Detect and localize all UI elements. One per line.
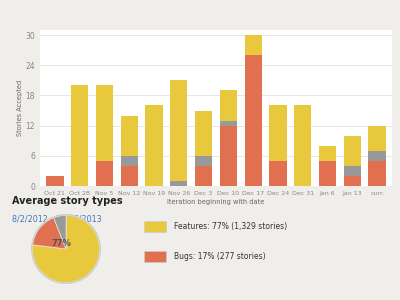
Bar <box>195 166 212 186</box>
Bar <box>170 80 188 181</box>
Bar <box>144 251 166 262</box>
Bar <box>368 161 386 186</box>
Bar <box>120 156 138 166</box>
Bar <box>344 136 361 166</box>
Bar <box>96 161 113 186</box>
Bar <box>344 166 361 176</box>
Bar <box>244 35 262 55</box>
Wedge shape <box>32 215 100 283</box>
Bar <box>46 176 64 186</box>
X-axis label: Iteration beginning with date: Iteration beginning with date <box>167 199 265 205</box>
Text: Bugs: 17% (277 stories): Bugs: 17% (277 stories) <box>174 252 266 261</box>
Bar <box>120 116 138 156</box>
Wedge shape <box>54 215 66 249</box>
Bar <box>368 151 386 161</box>
Y-axis label: Stories Accepted: Stories Accepted <box>17 80 23 136</box>
Bar <box>344 176 361 186</box>
Bar <box>269 161 287 186</box>
Bar <box>120 166 138 186</box>
Text: Features: 77% (1,329 stories): Features: 77% (1,329 stories) <box>174 222 287 231</box>
Bar <box>71 85 88 186</box>
Bar <box>96 85 113 161</box>
Bar <box>319 161 336 186</box>
Bar <box>170 181 188 186</box>
Bar <box>294 106 312 186</box>
Bar <box>220 90 237 121</box>
Bar <box>319 146 336 161</box>
Text: 77%: 77% <box>51 239 71 248</box>
Bar <box>195 110 212 156</box>
Bar <box>144 221 166 232</box>
Bar <box>368 126 386 151</box>
Bar <box>220 121 237 126</box>
Wedge shape <box>33 218 66 249</box>
Bar <box>269 106 287 161</box>
Text: 8/2/2012 - 12/26/2013: 8/2/2012 - 12/26/2013 <box>12 214 102 224</box>
Bar <box>244 55 262 186</box>
Bar <box>195 156 212 166</box>
Text: Average story types: Average story types <box>12 196 123 206</box>
Bar <box>220 126 237 186</box>
Bar <box>145 106 163 186</box>
